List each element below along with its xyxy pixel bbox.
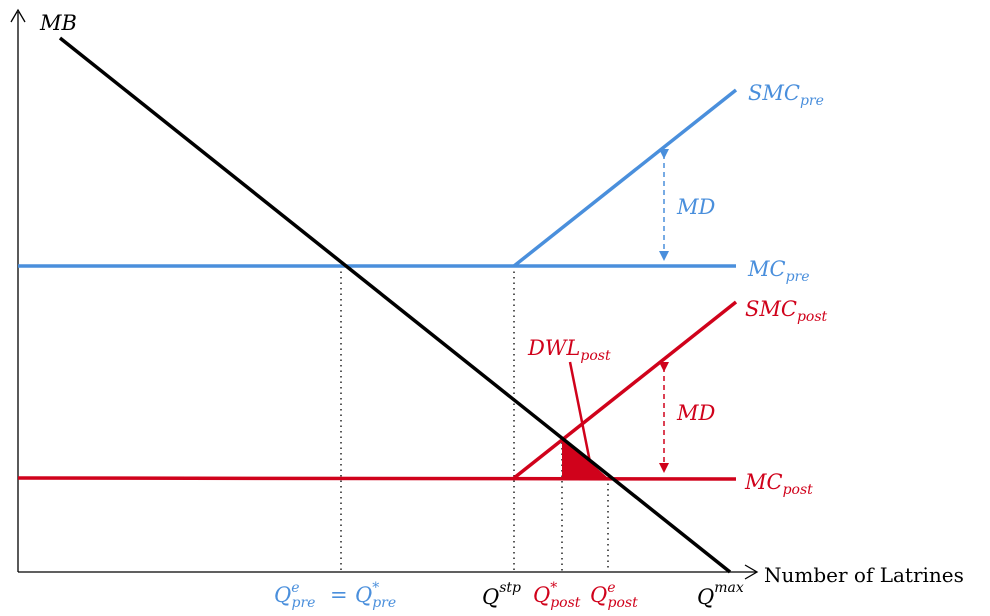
q-post-star-label: Q* post [533,580,581,611]
x-axis-arrowhead [744,564,759,580]
equals-sign: = [330,583,348,607]
q-max-label: Qmax [697,580,744,609]
y-axis-label: MB [39,11,77,35]
smc-pre-label: SMCpre [748,81,824,109]
q-pre-e-label: Qe pre [274,580,315,611]
md-post-label: MD [676,401,716,425]
mc-post-line [17,476,737,481]
q-pre-star-label: Q* pre [355,580,396,611]
smc-post-label: SMCpost [745,297,828,325]
smc-post-line [512,300,738,480]
smc-pre-line [512,88,738,268]
y-axis-arrowhead [10,8,26,23]
md-pre-label: MD [676,195,716,219]
mc-post-label: MCpost [744,470,813,498]
dwl-label: DWLpost [527,336,611,364]
mc-pre-label: MCpre [747,257,810,285]
q-post-e-label: Qe post [590,580,638,611]
pre-curves [18,88,738,268]
x-axis-label: Number of Latrines [764,563,964,587]
q-stp-label: Qstp [482,580,521,609]
post-curves [17,300,738,481]
mb-demand-line [58,36,732,574]
guide-lines [340,266,609,572]
dwl-pointer [568,361,592,463]
